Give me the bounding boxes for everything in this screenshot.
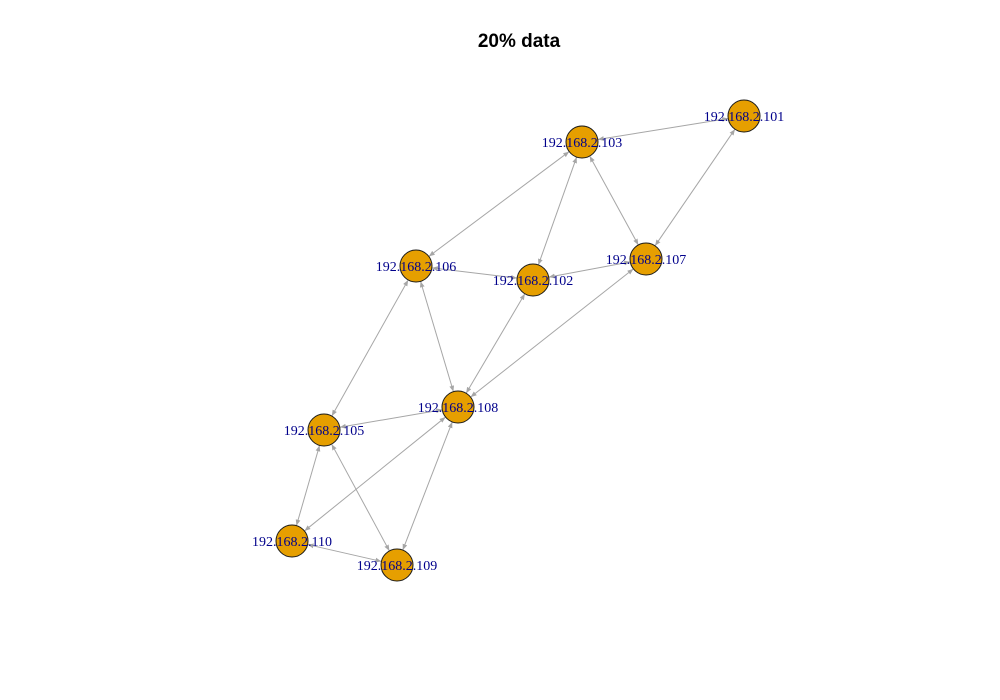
node-label: 192.168.2.103	[542, 136, 623, 151]
node-103: 192.168.2.103	[542, 125, 623, 159]
node-circle	[307, 413, 341, 447]
node-108: 192.168.2.108	[418, 390, 499, 424]
edge-102-108	[465, 293, 526, 394]
node-label: 192.168.2.108	[418, 401, 499, 416]
edge-105-109	[331, 443, 390, 552]
graph-title: 20% data	[478, 31, 561, 52]
node-circle	[275, 524, 309, 558]
node-label: 192.168.2.101	[704, 110, 785, 125]
node-circle	[380, 548, 414, 582]
node-101: 192.168.2.101	[704, 99, 785, 133]
node-label: 192.168.2.105	[284, 424, 365, 439]
edge-103-107	[589, 155, 639, 246]
node-label: 192.168.2.107	[606, 253, 687, 268]
node-circle	[629, 242, 663, 276]
node-label: 192.168.2.102	[493, 274, 574, 289]
edge-101-103	[597, 117, 729, 141]
edge-101-107	[654, 128, 736, 247]
edge-106-105	[331, 279, 409, 417]
node-107: 192.168.2.107	[606, 242, 687, 276]
node-circle	[516, 263, 550, 297]
edge-105-110	[295, 445, 321, 526]
node-label: 192.168.2.106	[376, 260, 457, 275]
node-106: 192.168.2.106	[376, 249, 457, 283]
edge-102-103	[537, 156, 578, 266]
edges-layer	[295, 117, 736, 563]
edge-103-106	[428, 151, 570, 257]
edge-110-109	[307, 543, 382, 563]
node-109: 192.168.2.109	[357, 548, 438, 582]
node-105: 192.168.2.105	[284, 413, 365, 447]
node-110: 192.168.2.110	[252, 524, 332, 558]
nodes-layer: 192.168.2.101 192.168.2.102 192.168.2.103 1…	[252, 99, 785, 582]
node-circle	[727, 99, 761, 133]
node-label: 192.168.2.110	[252, 535, 332, 550]
node-label: 192.168.2.109	[357, 559, 438, 574]
edge-106-108	[419, 281, 455, 392]
edge-107-108	[470, 268, 634, 398]
node-102: 192.168.2.102	[493, 263, 574, 297]
node-circle	[399, 249, 433, 283]
node-circle	[441, 390, 475, 424]
edge-108-109	[402, 421, 453, 551]
node-circle	[565, 125, 599, 159]
